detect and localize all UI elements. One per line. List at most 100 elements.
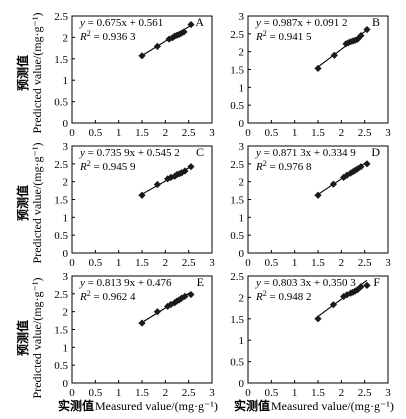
data-point — [153, 42, 161, 50]
y-tick-label: 1 — [239, 335, 245, 347]
data-point — [354, 35, 362, 43]
data-point — [330, 51, 338, 59]
x-tick-label: 2 — [339, 387, 345, 399]
y-tick-label: 2 — [63, 307, 69, 319]
x-tick-label: 2 — [163, 387, 169, 399]
r-squared: R2 = 0.948 2 — [255, 289, 311, 304]
panel-label: C — [196, 145, 204, 159]
y-tick-label: 0 — [239, 118, 245, 130]
x-tick-label: 2 — [339, 127, 345, 139]
panel-c: 0 0.5 1 1.5 2 2.5 3 0 0.5 1 1.5 2 2.5 3 y = 0.735 9x +… — [54, 141, 215, 269]
x-tick-label: 3 — [385, 387, 391, 399]
y-tick-label: 0 — [239, 248, 245, 260]
x-tick-label: 3 — [209, 127, 215, 139]
x-tick-label: 1 — [292, 127, 298, 139]
y-axis-title-cn: 预测值 — [15, 185, 30, 221]
regression-equation: y = 0.813 9x + 0.476 — [79, 277, 172, 289]
x-tick-label: 1 — [116, 387, 122, 399]
y-tick-label: 0.5 — [230, 230, 244, 242]
data-point — [354, 165, 362, 173]
y-tick-label: 3 — [63, 141, 69, 153]
data-point — [187, 20, 195, 29]
x-tick-label: 0 — [69, 387, 75, 399]
x-axis-title-cn: 实测值 — [234, 398, 270, 413]
data-point — [357, 283, 365, 291]
y-tick-label: 1 — [63, 75, 69, 87]
data-point — [343, 291, 351, 299]
x-tick-label: 0.5 — [264, 387, 278, 399]
y-tick-label: 2.5 — [54, 289, 68, 301]
data-point — [153, 308, 161, 316]
data-point — [351, 287, 359, 295]
x-tick-label: 0 — [245, 387, 251, 399]
y-tick-label: 2.5 — [54, 11, 68, 23]
regression-equation: y = 0.987x + 0.091 2 — [255, 17, 348, 29]
x-axis-title-en: Measured value/(mg·g⁻¹) — [271, 399, 394, 413]
regression-equation: y = 0.803 3x + 0.350 3 — [255, 277, 356, 289]
panel-label: D — [371, 145, 380, 159]
x-tick-label: 1.5 — [135, 257, 149, 269]
y-tick-label: 0 — [63, 248, 69, 260]
x-tick-label: 2 — [339, 257, 345, 269]
data-point — [180, 28, 188, 36]
data-point — [354, 286, 362, 294]
x-tick-label: 0.5 — [88, 257, 102, 269]
y-tick-label: 1.5 — [54, 195, 68, 207]
r-squared: R2 = 0.976 8 — [255, 159, 312, 174]
data-point — [314, 315, 322, 323]
y-tick-label: 2.5 — [230, 159, 244, 171]
x-tick-label: 2.5 — [182, 257, 196, 269]
y-tick-label: 2.5 — [54, 159, 68, 171]
data-point — [363, 25, 371, 34]
y-tick-label: 0.5 — [230, 357, 244, 369]
y-tick-label: 1.5 — [54, 325, 68, 337]
data-point — [357, 163, 365, 171]
x-tick-label: 1 — [292, 387, 298, 399]
y-tick-label: 1 — [63, 342, 69, 354]
panel-label: E — [197, 275, 204, 289]
data-point — [187, 290, 195, 299]
y-tick-label: 1.5 — [230, 314, 244, 326]
data-point — [329, 180, 337, 188]
x-axis-title-right: 实测值 Measured value/(mg·g⁻¹) — [234, 398, 394, 413]
regression-equation: y = 0.675x + 0.561 — [79, 17, 163, 29]
r-squared: R2 = 0.941 5 — [255, 29, 312, 44]
y-axis-title-en: Predicted value/(mg·g⁻¹) — [30, 143, 44, 264]
y-axis-title-cn: 预测值 — [15, 320, 30, 356]
r-squared: R2 = 0.936 3 — [79, 29, 136, 44]
data-point — [314, 64, 322, 73]
x-tick-label: 0 — [245, 257, 251, 269]
data-point — [363, 160, 371, 168]
y-axis-title-row1: 预测值 Predicted value/(mg·g⁻¹) — [15, 13, 44, 134]
x-tick-label: 2.5 — [182, 387, 196, 399]
y-axis-title-cn: 预测值 — [15, 55, 30, 91]
x-tick-label: 1.5 — [311, 257, 325, 269]
y-tick-label: 2 — [63, 177, 69, 189]
y-axis-title-en: Predicted value/(mg·g⁻¹) — [30, 13, 44, 134]
y-tick-label: 2 — [239, 177, 245, 189]
data-point — [164, 302, 172, 310]
data-point — [363, 281, 371, 290]
panel-a: 0 0.5 1 1.5 2 2.5 0 0.5 1 1.5 2 2.5 3 y = 0.675x + 0.… — [54, 11, 215, 139]
x-tick-label: 0.5 — [264, 127, 278, 139]
x-tick-label: 3 — [209, 387, 215, 399]
data-point — [138, 52, 146, 60]
x-tick-label: 2.5 — [358, 257, 372, 269]
y-tick-label: 1 — [239, 82, 245, 94]
x-tick-label: 0 — [69, 127, 75, 139]
data-point — [138, 191, 146, 199]
x-axis-title-cn: 实测值 — [58, 398, 94, 413]
x-tick-label: 2 — [163, 127, 169, 139]
y-tick-label: 2.5 — [230, 271, 244, 283]
y-tick-label: 1.5 — [54, 54, 68, 66]
y-tick-label: 2.5 — [230, 29, 244, 41]
x-tick-label: 1 — [292, 257, 298, 269]
y-tick-label: 2 — [239, 47, 245, 59]
r-squared: R2 = 0.962 4 — [79, 289, 136, 304]
x-tick-label: 2.5 — [182, 127, 196, 139]
y-axis-title-en: Predicted value/(mg·g⁻¹) — [30, 278, 44, 399]
data-point — [347, 169, 355, 177]
y-axis-title-row2: 预测值 Predicted value/(mg·g⁻¹) — [15, 143, 44, 264]
regression-equation: y = 0.871 3x + 0.334 9 — [255, 147, 356, 159]
r-squared: R2 = 0.945 9 — [79, 159, 136, 174]
